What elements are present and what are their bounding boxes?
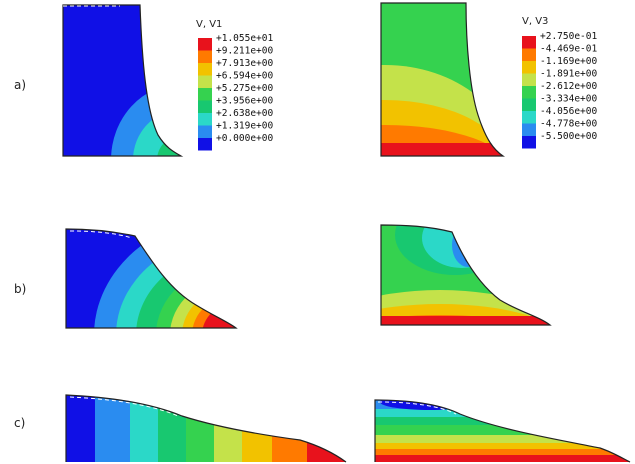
legend-v1-swatch-0 [198,38,212,51]
contour-b-v3 [381,225,550,325]
legend-v1-value-4: +5.275e+00 [216,83,273,94]
legend-v1-swatch-8 [198,138,212,151]
legend-v3-swatch-6 [522,111,536,124]
legend-v3-value-5: -3.334e+00 [540,94,597,105]
legend-v1-value-6: +2.638e+00 [216,108,273,119]
undeformed-edge-c-v3 [377,401,457,415]
row-label-a: a) [14,78,26,92]
legend-v1-swatch-1 [198,50,212,63]
legend-v3-value-2: -1.169e+00 [540,56,597,67]
legend-v3: V, V3 +2.750e-01 -4.469e-01-1.169e+00 -1.8… [522,16,597,149]
row-label-c: c) [14,416,25,430]
legend-v3-swatch-4 [522,86,536,99]
legend-v1-title: V, V1 [196,19,222,30]
legend-v1-value-0: +1.055e+01 [216,33,273,44]
legend-v1-value-5: +3.956e+00 [216,96,273,107]
legend-v1-swatch-6 [198,113,212,126]
legend-v3-value-8: -5.500e+00 [540,131,597,142]
row-label-b: b) [14,282,26,296]
legend-v3-swatch-7 [522,123,536,136]
contour-c-v3 [375,400,630,462]
legend-v1-value-3: +6.594e+00 [216,71,273,82]
undeformed-edge-c-v1 [69,396,179,417]
outline-c-v1 [65,394,347,463]
legend-v1-value-8: +0.000e+00 [216,133,273,144]
legend-v1-swatch-7 [198,125,212,138]
legend-v3-value-7: -4.778e+00 [540,119,597,130]
legend-v1-swatch-2 [198,63,212,76]
outline-b-v1 [65,228,238,329]
outline-a-v1 [62,4,184,157]
legend-v3-swatch-8 [522,136,536,149]
legend-v3-swatch-2 [522,61,536,74]
legend-v1-swatch-3 [198,75,212,88]
legend-v1-swatch-4 [198,88,212,101]
legend-v1: V, V1 +1.055e+01 +9.211e+00+7.913e+00 +6.5… [196,19,273,151]
contour-c-v1 [66,395,346,462]
legend-v3-swatch-3 [522,73,536,86]
legend-v3-swatch-5 [522,98,536,111]
legend-v3-value-6: -4.056e+00 [540,106,597,117]
legend-v1-value-7: +1.319e+00 [216,121,273,132]
legend-v3-value-1: -4.469e-01 [540,44,597,55]
legend-v3-value-0: +2.750e-01 [540,31,597,42]
legend-v3-swatch-1 [522,48,536,61]
outline-a-v3 [380,2,505,157]
undeformed-edge-b-v1 [69,230,133,239]
legend-v3-swatch-0 [522,36,536,49]
legend-v1-swatch-5 [198,100,212,113]
legend-v1-value-1: +9.211e+00 [216,46,273,57]
legend-v3-title: V, V3 [522,16,548,27]
outline-c-v3 [374,399,631,463]
legend-v3-value-3: -1.891e+00 [540,69,597,80]
contour-a-v3 [381,3,503,156]
outline-b-v3 [380,224,552,326]
legend-v1-value-2: +7.913e+00 [216,58,273,69]
legend-v3-value-4: -2.612e+00 [540,81,597,92]
